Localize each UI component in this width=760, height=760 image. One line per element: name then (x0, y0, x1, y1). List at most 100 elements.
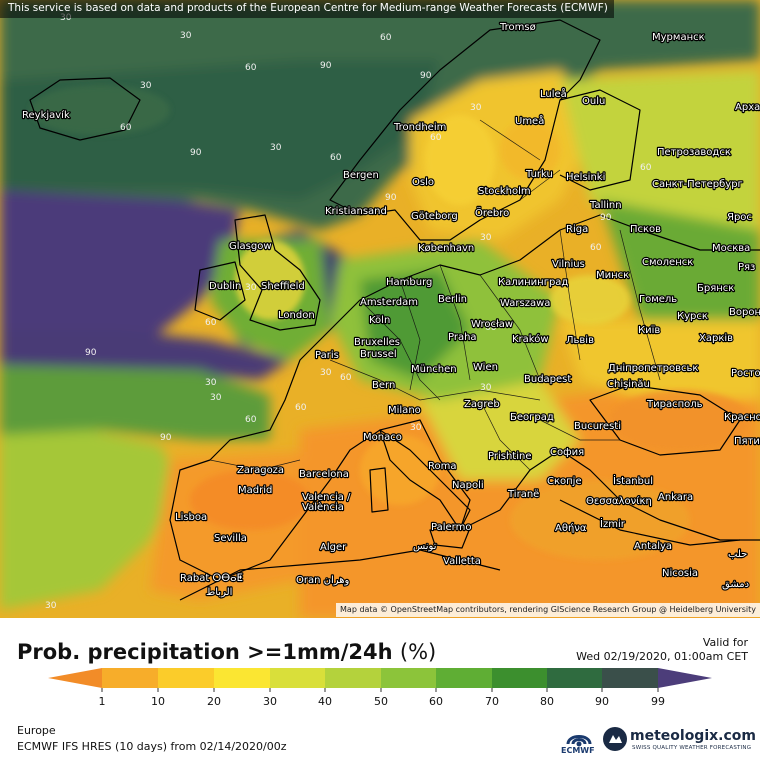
city-label: Palermo (431, 522, 471, 533)
contour-label: 60 (330, 153, 342, 163)
city-label: Київ (638, 325, 660, 336)
city-label: Минск (596, 270, 629, 281)
contour-label: 30 (45, 601, 57, 611)
colorbar-segment (102, 668, 158, 688)
meteologix-logo-icon[interactable] (602, 726, 628, 752)
city-label: València (302, 501, 344, 513)
colorbar-tick-label: 60 (429, 695, 443, 708)
contour-label: 60 (640, 163, 652, 173)
city-label: Glasgow (229, 241, 272, 252)
ecmwf-attribution: This service is based on data and produc… (0, 0, 614, 18)
city-label: Арха (735, 102, 760, 113)
city-label: Тирасполь (646, 399, 703, 410)
contour-label: 30 (205, 378, 217, 388)
city-label: London (278, 310, 315, 321)
map-data-attribution[interactable]: Map data © OpenStreetMap contributors, r… (336, 603, 760, 617)
city-label: София (550, 447, 584, 458)
city-label: Wien (473, 362, 498, 373)
contour-label: 60 (245, 415, 257, 425)
precipitation-probability-map[interactable]: 30 60 90 30 60 90 30 60 30 90 60 30 60 9… (0, 0, 760, 618)
city-label: Berlin (438, 294, 467, 305)
city-label: Prishtine (488, 451, 531, 462)
city-label: Stockholm (478, 186, 531, 197)
city-label: Wrocław (471, 319, 513, 330)
city-label: Praha (448, 332, 477, 343)
colorbar-tick-label: 30 (263, 695, 277, 708)
city-label: Αθήνα (555, 522, 587, 534)
colorbar-segment (158, 668, 214, 688)
city-label: Örebro (475, 206, 509, 219)
city-label: Bergen (343, 170, 379, 181)
city-label: Sheffield (261, 281, 305, 292)
city-label: Rabat ⵔⴱⴰⵟ (180, 573, 243, 584)
meteologix-tagline: SWISS QUALITY WEATHER FORECASTING (632, 745, 752, 751)
contour-label: 60 (590, 243, 602, 253)
contour-label: 30 (320, 368, 332, 378)
contour-label: 60 (380, 33, 392, 43)
contour-label: 60 (120, 123, 132, 133)
colorbar-segment (270, 668, 325, 688)
colorbar-segment (325, 668, 381, 688)
contour-label: 30 (270, 143, 282, 153)
city-label: Мурманск (652, 32, 705, 43)
city-label: تونس (413, 541, 437, 552)
city-label: Ряз (738, 262, 755, 273)
city-label: Alger (320, 542, 347, 553)
contour-label: 90 (320, 61, 332, 71)
contour-label: 30 (470, 103, 482, 113)
city-label: İzmir (600, 517, 626, 530)
city-label: Београд (510, 412, 554, 423)
city-label: Riga (566, 224, 588, 235)
colorbar-segment (381, 668, 436, 688)
city-label: Oulu (582, 96, 605, 107)
contour-label: 90 (85, 348, 97, 358)
contour-labels: 30 60 90 30 60 90 30 60 30 90 60 30 60 9… (45, 13, 652, 611)
contour-label: 60 (485, 323, 497, 333)
contour-label: 90 (160, 433, 172, 443)
city-label: Luleå (540, 87, 567, 100)
city-label: دمشق (722, 579, 749, 590)
city-label: Гомель (639, 294, 677, 305)
city-label: Paris (315, 350, 339, 361)
colorbar-segment (492, 668, 547, 688)
contour-label: 60 (340, 373, 352, 383)
city-label: Bucuresti (574, 421, 621, 432)
city-label: Курск (677, 311, 708, 322)
city-label: Росто (731, 368, 760, 379)
city-label: Калининград (498, 277, 568, 288)
city-label: København (418, 243, 474, 254)
city-label: Львів (566, 334, 594, 346)
city-label: Kraków (512, 333, 549, 345)
city-label: Reykjavík (22, 109, 70, 121)
colorbar-tick-label: 1 (99, 695, 106, 708)
contour-label: 30 (60, 13, 72, 23)
city-label: Краснo (724, 412, 760, 423)
city-label: Köln (369, 315, 390, 326)
city-label: Sevilla (214, 533, 247, 544)
city-label: Umeå (515, 114, 544, 127)
city-label: Milano (388, 405, 421, 416)
colorbar-tick-label: 20 (207, 695, 221, 708)
city-label: Tiranë (507, 489, 539, 500)
contour-label: 30 (245, 283, 257, 293)
city-label: Kristiansand (325, 206, 387, 217)
chart-title: Prob. precipitation >=1mm/24h (%) (17, 640, 436, 664)
colorbar-tick-label: 80 (540, 695, 554, 708)
meteologix-brand[interactable]: meteologix.com (630, 728, 756, 744)
city-label: Brussel (360, 349, 397, 360)
valid-for-label: Valid for (702, 636, 748, 649)
city-label: Москва (712, 243, 750, 254)
city-label: Hamburg (386, 277, 432, 288)
colorbar-tick-label: 99 (651, 695, 665, 708)
contour-label: 30 (480, 383, 492, 393)
region-label: Europe (17, 724, 56, 737)
colorbar-tick-label: 50 (374, 695, 388, 708)
city-label: München (411, 364, 457, 375)
color-legend: 1 10 20 30 40 50 60 70 80 90 99 (48, 668, 712, 708)
contour-label: 90 (420, 71, 432, 81)
colorbar-segment (48, 668, 102, 688)
colorbar-tick-label: 90 (595, 695, 609, 708)
city-label: Turku (525, 169, 553, 180)
colorbar-tick-label: 40 (318, 695, 332, 708)
city-labels: Tromsø Мурманск Reykjavík Luleå Oulu Trondhei… (21, 21, 760, 599)
